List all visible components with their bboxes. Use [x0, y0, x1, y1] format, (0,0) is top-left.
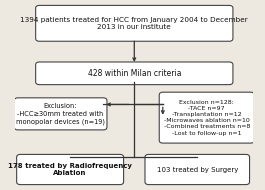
FancyBboxPatch shape: [159, 92, 254, 143]
Text: Exclusion n=128:
-TACE n=97
-Transplantation n=12
-Microwaves ablation n=10
-Com: Exclusion n=128: -TACE n=97 -Transplanta…: [164, 100, 250, 136]
Text: 428 within Milan criteria: 428 within Milan criteria: [87, 69, 181, 78]
FancyBboxPatch shape: [17, 154, 123, 185]
FancyBboxPatch shape: [145, 154, 250, 185]
FancyBboxPatch shape: [36, 62, 233, 85]
Text: 103 treated by Surgery: 103 treated by Surgery: [157, 166, 238, 173]
FancyBboxPatch shape: [36, 5, 233, 41]
FancyBboxPatch shape: [14, 98, 107, 130]
Text: 178 treated by Radiofrequency
Ablation: 178 treated by Radiofrequency Ablation: [8, 163, 132, 176]
Text: Exclusion:
-HCC≥30mm treated with
monopolar devices (n=19): Exclusion: -HCC≥30mm treated with monopo…: [16, 103, 105, 125]
Text: 1394 patients treated for HCC from January 2004 to December
2013 in our institut: 1394 patients treated for HCC from Janua…: [20, 17, 248, 30]
